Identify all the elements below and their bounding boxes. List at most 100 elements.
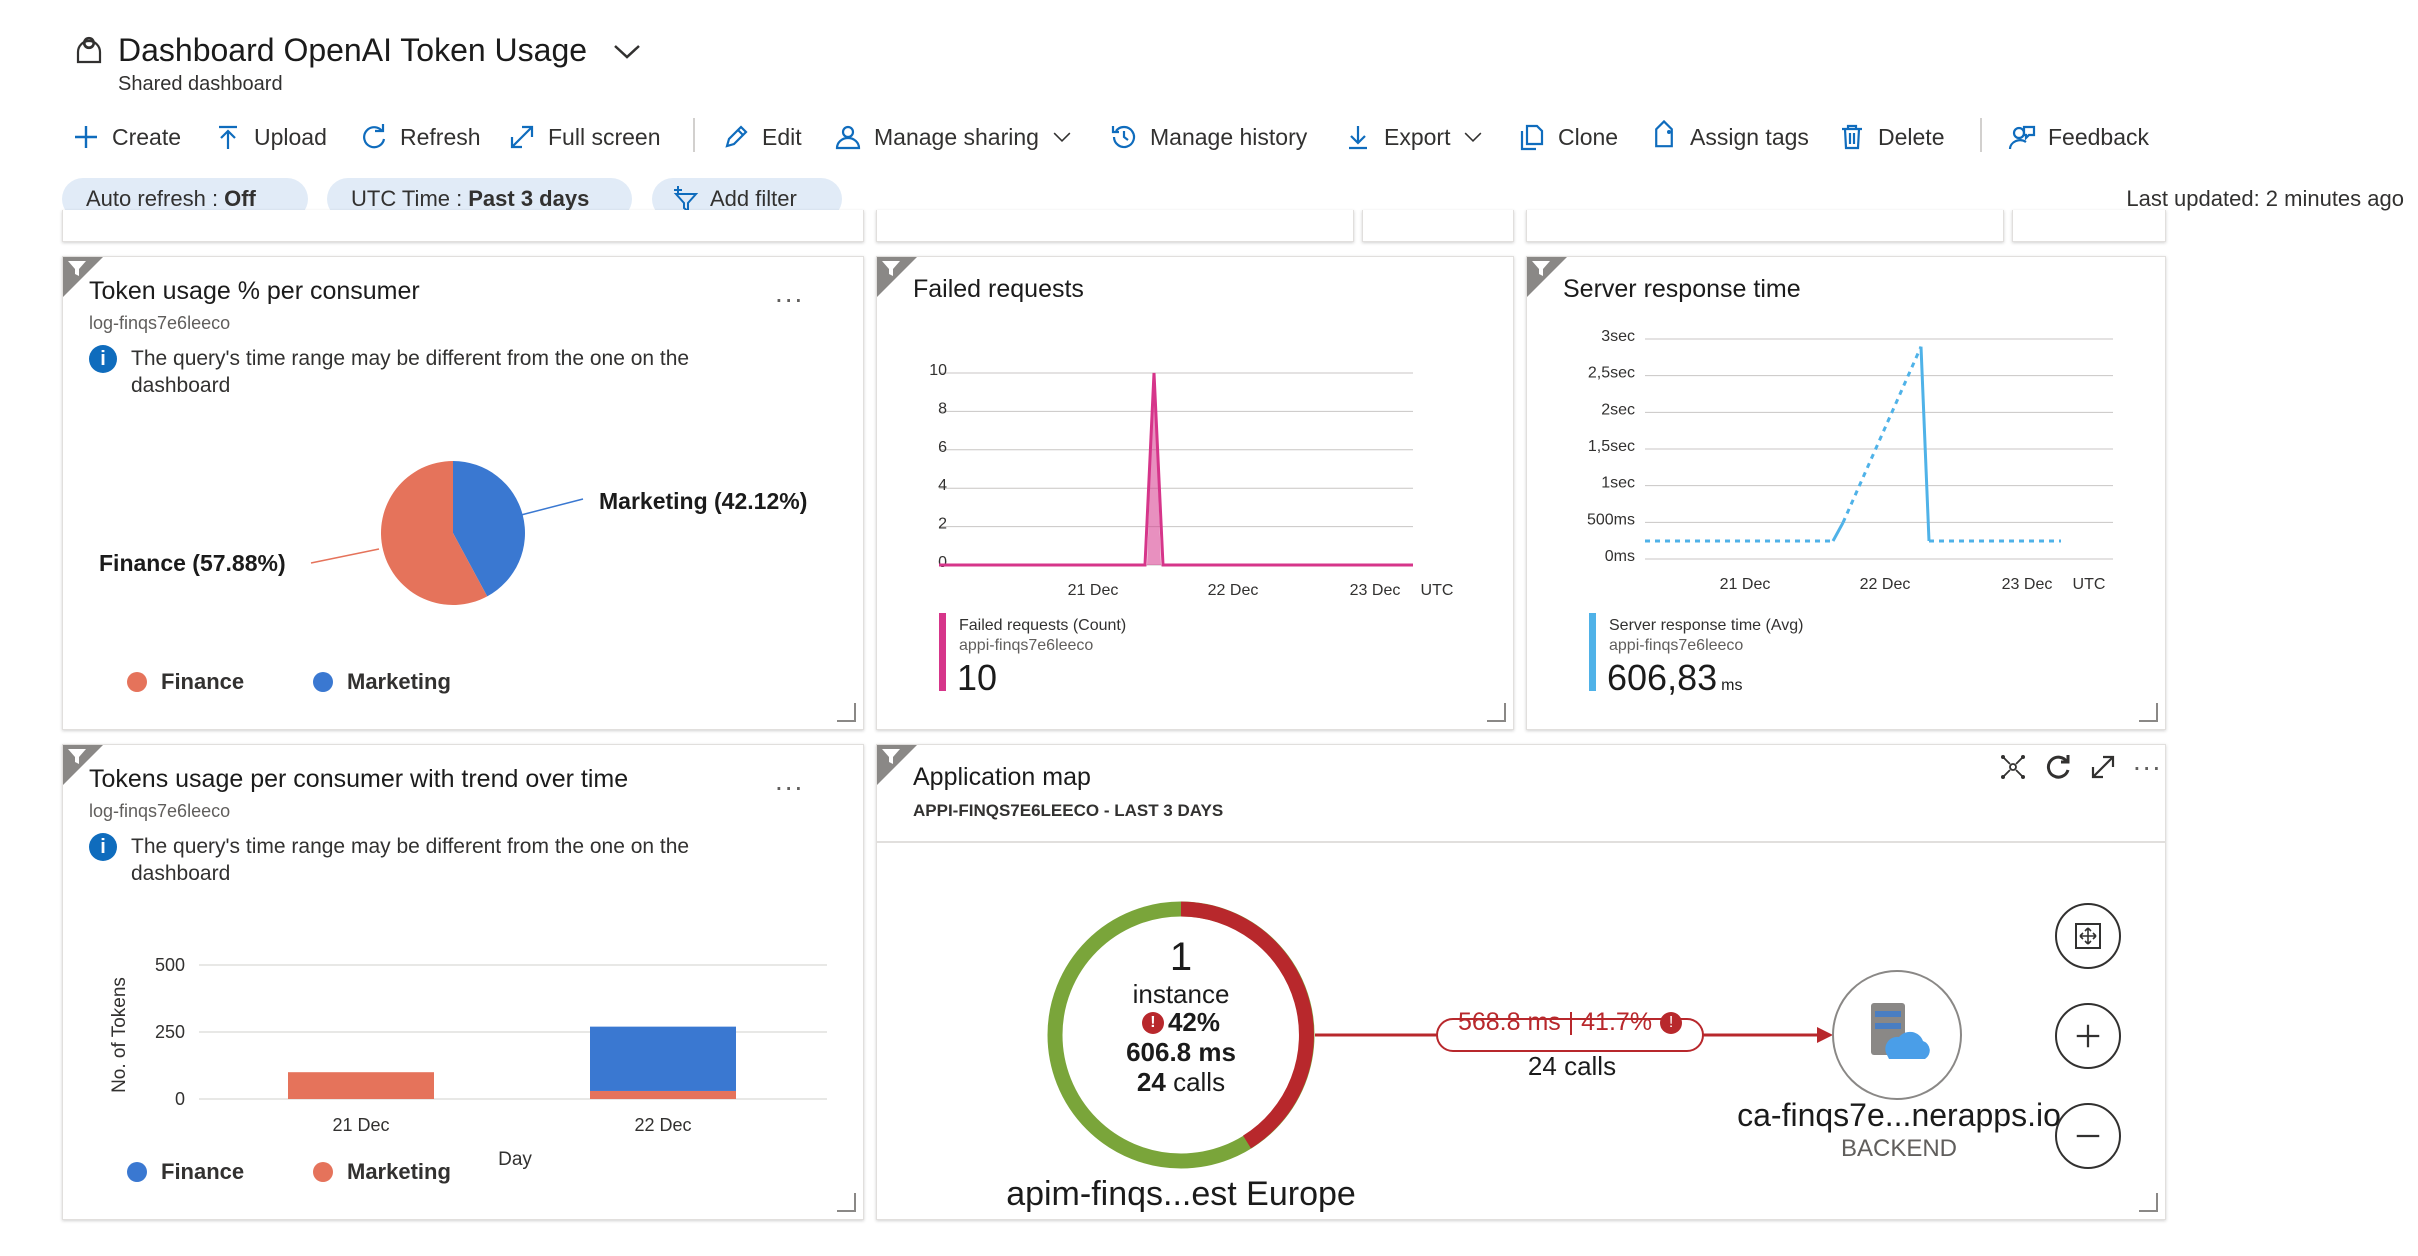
full-screen-button[interactable]: Full screen: [508, 118, 660, 156]
manage-sharing-button[interactable]: Manage sharing: [834, 118, 1073, 156]
tile-subtitle: APPI-FINQS7E6LEECO - LAST 3 DAYS: [913, 801, 1224, 820]
backend-type: BACKEND: [1840, 1135, 1958, 1162]
tile-application-map[interactable]: Application map APPI-FINQS7E6LEECO - LAS…: [876, 744, 2166, 1220]
feedback-button[interactable]: Feedback: [2008, 118, 2149, 156]
delete-button[interactable]: Delete: [1838, 118, 1944, 156]
legend-label: Finance: [161, 669, 245, 694]
chevron-down-icon: [1465, 132, 1482, 143]
more-options-button[interactable]: ...: [775, 277, 805, 308]
refresh-icon[interactable]: [2045, 753, 2073, 781]
manage-history-button[interactable]: Manage history: [1110, 118, 1307, 156]
pie-label-marketing: Marketing (42.12%): [599, 488, 807, 514]
series-line[interactable]: [1841, 346, 1923, 524]
resize-handle-icon[interactable]: [2137, 1191, 2159, 1213]
node-name[interactable]: apim-finqs...est Europe: [1006, 1175, 1356, 1213]
series-line[interactable]: [1919, 346, 1931, 542]
y-tick-label: 500ms: [1587, 511, 1635, 528]
resize-handle-icon[interactable]: [835, 1191, 857, 1213]
tokens-bar-chart: 0 250 500 21 Dec 22 Dec Day No. of Tokens: [109, 955, 827, 1170]
tile-failed-requests[interactable]: Failed requests 0 2 4 6 8 10 21 Dec 22 Dec 23 De…: [876, 256, 1514, 730]
bar-marketing[interactable]: [590, 1090, 736, 1099]
tile-tokens-trend[interactable]: Tokens usage per consumer with trend ove…: [62, 744, 864, 1220]
x-tick-label: 22 Dec: [634, 1115, 691, 1135]
export-button[interactable]: Export: [1344, 118, 1484, 156]
filter-icon: [1532, 261, 1550, 276]
zoom-in-button[interactable]: [2055, 1003, 2121, 1069]
edge-label-text: 568.8 ms | 41.7%: [1457, 1008, 1653, 1036]
y-tick-label: 1sec: [1601, 475, 1635, 492]
x-tick-label: 21 Dec: [1720, 576, 1771, 593]
y-tick-label: 3sec: [1601, 328, 1635, 345]
info-icon: i: [89, 345, 117, 373]
auto-refresh-label: Auto refresh :: [86, 186, 219, 211]
zoom-out-button[interactable]: [2055, 1103, 2121, 1169]
tile-title: Token usage % per consumer: [89, 277, 420, 305]
y-tick-label: 0: [175, 1089, 185, 1109]
y-tick-label: 2: [938, 516, 947, 533]
legend-item-marketing[interactable]: Marketing: [313, 1159, 451, 1185]
more-options-button[interactable]: ...: [775, 765, 805, 796]
legend-item-marketing[interactable]: Marketing: [313, 669, 451, 695]
upload-button[interactable]: Upload: [214, 118, 327, 156]
trash-icon: [1842, 124, 1862, 150]
edit-button[interactable]: Edit: [722, 118, 802, 156]
marketing-leader-line: [520, 498, 584, 516]
x-tick-label: 21 Dec: [332, 1115, 389, 1135]
y-tick-label: 4: [938, 477, 947, 494]
more-options-button[interactable]: ...: [2133, 745, 2163, 776]
y-tick-label: 0ms: [1605, 548, 1635, 565]
series-line[interactable]: [939, 372, 1413, 567]
bar-finance[interactable]: [590, 1026, 736, 1091]
tile-partial: [62, 210, 864, 242]
manage-history-label: Manage history: [1150, 123, 1308, 150]
resize-handle-icon[interactable]: [835, 701, 857, 723]
tile-token-usage-pct[interactable]: Token usage % per consumer log-finqs7e6l…: [62, 256, 864, 730]
resize-handle-icon[interactable]: [2137, 701, 2159, 723]
legend-item-finance[interactable]: Finance: [127, 1159, 244, 1185]
pill-mask: [0, 160, 2418, 238]
tile-title: Tokens usage per consumer with trend ove…: [89, 765, 629, 793]
node-count: 1: [1169, 935, 1193, 979]
expand-icon[interactable]: [2089, 753, 2117, 781]
refresh-icon: [363, 124, 386, 149]
x-tick-label: 22 Dec: [1208, 582, 1259, 599]
assign-tags-button[interactable]: Assign tags: [1650, 118, 1809, 156]
edge-label[interactable]: 568.8 ms | 41.7% !: [1315, 1008, 1825, 1037]
feedback-icon: [2008, 125, 2036, 150]
fit-screen-icon: [2075, 923, 2101, 949]
resize-handle-icon[interactable]: [1485, 701, 1507, 723]
x-tick-label: 23 Dec: [2002, 576, 2053, 593]
fit-to-screen-button[interactable]: [2055, 903, 2121, 969]
assign-tags-label: Assign tags: [1690, 123, 1809, 150]
network-icon[interactable]: [1999, 753, 2027, 781]
filter-icon: [882, 261, 900, 276]
create-label: Create: [112, 123, 182, 150]
x-tick-label: 21 Dec: [1068, 582, 1119, 599]
plus-icon: [2076, 1024, 2100, 1048]
chevron-down-icon[interactable]: [612, 38, 642, 64]
refresh-button[interactable]: Refresh: [360, 118, 481, 156]
pie-slice-finance[interactable]: [381, 461, 488, 605]
create-button[interactable]: Create: [72, 118, 181, 156]
tile-title: Server response time: [1563, 275, 1801, 303]
node-ring-red[interactable]: [1180, 901, 1314, 1149]
y-tick-label: 2,5sec: [1588, 365, 1635, 382]
x-tick-label: 23 Dec: [1350, 582, 1401, 599]
bar-marketing[interactable]: [288, 1072, 434, 1099]
pie-slice-marketing[interactable]: [453, 461, 525, 597]
y-tick-label: 6: [938, 439, 947, 456]
y-tick-label: 250: [155, 1022, 185, 1042]
backend-name[interactable]: ca-finqs7e...nerapps.io: [1737, 1097, 2061, 1133]
node-duration: 606.8 ms: [1126, 1037, 1236, 1067]
edge-label-box[interactable]: [1436, 1018, 1704, 1052]
pencil-icon: [725, 125, 748, 148]
tile-source: log-finqs7e6leeco: [89, 313, 231, 333]
series-line[interactable]: [1831, 521, 1845, 542]
clone-button[interactable]: Clone: [1518, 118, 1618, 156]
legend-item-finance[interactable]: Finance: [127, 669, 244, 695]
legend-label: Marketing: [347, 1159, 451, 1184]
edge-arrowhead: [1817, 1027, 1833, 1043]
history-icon: [1111, 125, 1136, 149]
y-axis-label: No. of Tokens: [109, 977, 130, 1093]
tile-server-response-time[interactable]: Server response time 0ms 500ms 1sec 1,5sec 2…: [1526, 256, 2166, 730]
